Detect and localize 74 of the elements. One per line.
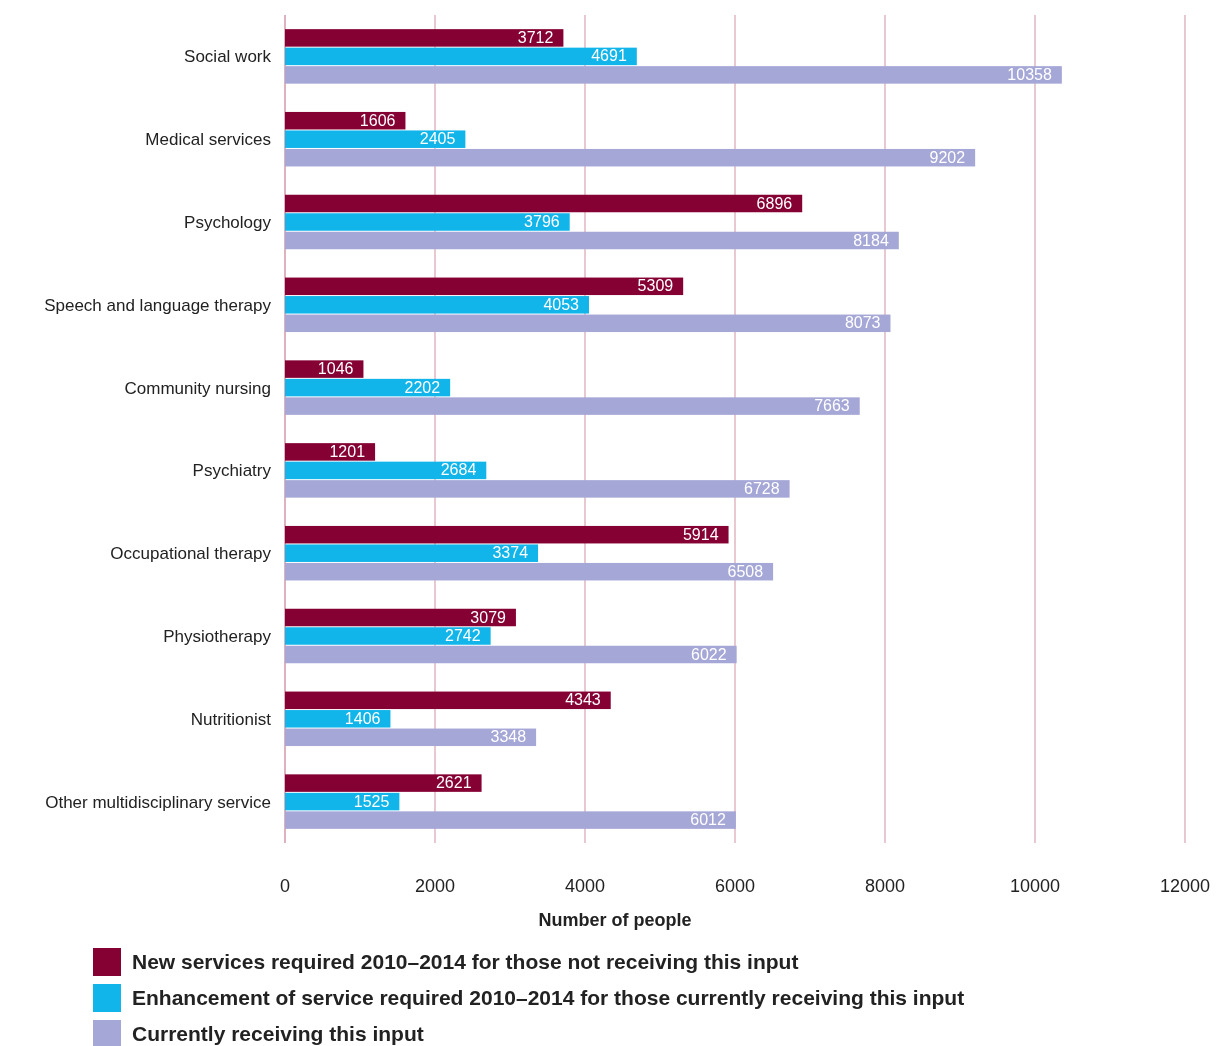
bar [285,194,803,213]
bar [285,314,891,333]
data-label: 8184 [853,231,889,249]
bar [285,811,736,829]
bar [285,213,570,231]
bar [285,231,899,250]
y-tick-label: Social work [184,47,272,67]
bar [285,480,790,498]
data-label: 9202 [929,148,966,166]
bar [285,525,729,544]
x-tick-label: 2000 [414,876,456,896]
data-label: 3712 [517,28,554,46]
legend-label: Currently receiving this input [132,1022,424,1045]
data-label: 1606 [359,111,396,129]
data-label: 3796 [524,213,560,230]
data-label: 1406 [344,709,381,727]
data-label: 4691 [591,47,627,65]
data-label: 10358 [1007,65,1052,83]
x-tick-label: 0 [279,876,291,896]
x-tick-label: 8000 [864,876,906,896]
data-label: 5914 [682,525,719,543]
bar [285,544,539,562]
x-tick-label: 4000 [564,876,606,896]
y-tick-label: Psychiatry [192,461,272,481]
data-label: 2202 [404,378,441,396]
data-label: 2621 [435,774,472,792]
data-label: 1046 [317,360,354,378]
y-tick-label: Physiotherapy [163,627,272,646]
data-label: 4053 [543,295,580,313]
data-label: 1525 [353,792,390,810]
bar [285,562,774,581]
y-tick-label: Nutritionist [190,709,272,729]
bar [285,627,491,645]
data-label: 3079 [470,608,507,626]
x-tick-label: 12000 [1159,876,1211,896]
bar [285,277,684,296]
data-label: 5309 [637,277,674,295]
legend-label: New services required 2010–2014 for those not receiving this input [132,950,799,973]
data-label: 1201 [329,442,366,460]
data-label: 2742 [445,627,481,644]
y-tick-label: Psychology [184,213,272,232]
data-label: 6728 [744,479,780,497]
x-tick-label: 6000 [714,876,756,896]
data-label: 6896 [756,194,793,212]
data-label: 6022 [691,645,727,663]
y-tick-label: Speech and language therapy [44,295,272,315]
data-label: 3348 [490,728,527,746]
bar [285,728,537,747]
bar [285,47,637,66]
data-label: 6508 [727,562,764,580]
bar [285,296,589,314]
data-label: 8073 [844,314,881,332]
data-label: 4343 [565,691,601,709]
data-label: 3374 [492,544,529,562]
bar [285,397,860,415]
bar [285,691,611,710]
y-tick-label: Community nursing [124,378,271,398]
y-tick-label: Other multidisciplinary service [45,792,271,812]
legend-label: Enhancement of service required 2010–2014 for those currently receiving this input [132,986,965,1009]
bar [285,130,466,148]
bar [285,608,516,627]
y-tick-label: Medical services [145,130,271,150]
bar [285,29,564,47]
x-tick-label: 10000 [1009,876,1061,896]
data-label: 6012 [690,811,726,829]
bar [285,66,1062,84]
bar [285,774,482,792]
y-tick-label: Occupational therapy [110,544,272,564]
data-label: 7663 [814,397,850,415]
data-label: 2405 [419,130,456,148]
x-axis-title: Number of people [538,910,692,930]
bar [285,645,737,664]
data-label: 2684 [440,461,477,479]
bar [285,148,976,167]
